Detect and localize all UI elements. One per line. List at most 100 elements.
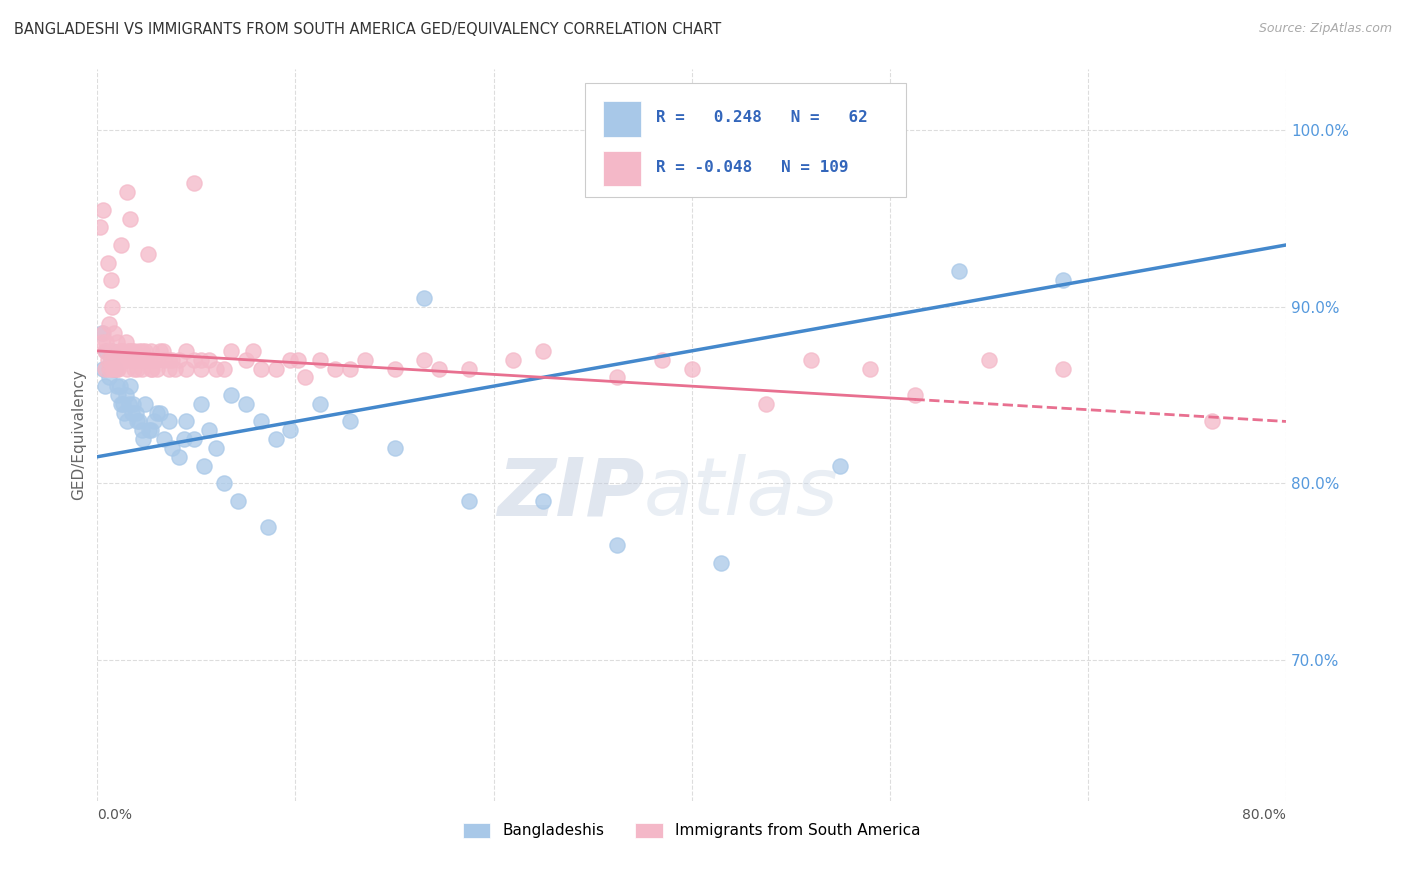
Point bbox=[111, 397, 134, 411]
Text: BANGLADESHI VS IMMIGRANTS FROM SOUTH AMERICA GED/EQUIVALENCY CORRELATION CHART: BANGLADESHI VS IMMIGRANTS FROM SOUTH AME… bbox=[14, 22, 721, 37]
Point bbox=[110, 352, 132, 367]
Point bbox=[413, 352, 436, 367]
Point bbox=[135, 352, 157, 367]
Point bbox=[149, 343, 172, 358]
Point bbox=[91, 361, 114, 376]
Point bbox=[294, 370, 316, 384]
Point bbox=[948, 264, 970, 278]
Point bbox=[134, 343, 156, 358]
Point bbox=[117, 397, 139, 411]
Point bbox=[190, 352, 212, 367]
Point bbox=[176, 343, 198, 358]
Point bbox=[100, 352, 122, 367]
Point bbox=[249, 414, 271, 428]
Point bbox=[127, 361, 149, 376]
Point bbox=[606, 370, 628, 384]
Point bbox=[280, 352, 302, 367]
Point bbox=[128, 414, 150, 428]
Point bbox=[90, 326, 112, 341]
Point bbox=[107, 361, 129, 376]
Point bbox=[98, 370, 121, 384]
Point bbox=[131, 423, 153, 437]
Text: R = -0.048   N = 109: R = -0.048 N = 109 bbox=[657, 160, 848, 175]
Point bbox=[104, 361, 127, 376]
Point bbox=[167, 450, 190, 464]
Point bbox=[157, 414, 180, 428]
Point bbox=[107, 388, 129, 402]
Point bbox=[287, 352, 309, 367]
Point bbox=[128, 343, 150, 358]
Point bbox=[117, 343, 139, 358]
Point bbox=[112, 352, 135, 367]
Bar bbox=[603, 102, 641, 136]
Point bbox=[127, 352, 149, 367]
Point bbox=[176, 414, 198, 428]
Point bbox=[755, 397, 778, 411]
Point bbox=[173, 432, 195, 446]
Point bbox=[124, 343, 146, 358]
Point bbox=[163, 361, 186, 376]
Point bbox=[121, 343, 143, 358]
Point bbox=[384, 441, 406, 455]
Point bbox=[264, 361, 287, 376]
Point bbox=[977, 352, 1000, 367]
Point bbox=[105, 334, 128, 349]
Point bbox=[139, 423, 162, 437]
Text: Source: ZipAtlas.com: Source: ZipAtlas.com bbox=[1258, 22, 1392, 36]
Point bbox=[183, 352, 205, 367]
Point bbox=[219, 388, 242, 402]
Point bbox=[323, 361, 346, 376]
Point bbox=[160, 441, 183, 455]
Point bbox=[138, 352, 160, 367]
Point bbox=[1201, 414, 1223, 428]
Point bbox=[176, 361, 198, 376]
Point bbox=[710, 556, 733, 570]
Point bbox=[89, 220, 111, 235]
Text: ZIP: ZIP bbox=[496, 454, 644, 533]
Point bbox=[197, 423, 219, 437]
Point bbox=[141, 361, 163, 376]
Point bbox=[153, 432, 176, 446]
Y-axis label: GED/Equivalency: GED/Equivalency bbox=[72, 369, 86, 500]
Point bbox=[138, 423, 160, 437]
Point bbox=[139, 361, 162, 376]
Point bbox=[110, 397, 132, 411]
Point bbox=[183, 176, 205, 190]
Point bbox=[98, 318, 121, 332]
Point bbox=[94, 343, 117, 358]
Point bbox=[96, 334, 118, 349]
Point bbox=[157, 361, 180, 376]
Point bbox=[157, 352, 180, 367]
Point bbox=[903, 388, 925, 402]
Point bbox=[129, 352, 152, 367]
Point bbox=[249, 361, 271, 376]
Point bbox=[103, 326, 125, 341]
Point bbox=[105, 361, 128, 376]
Point bbox=[105, 379, 128, 393]
Point bbox=[1052, 361, 1074, 376]
Point bbox=[146, 361, 169, 376]
Point bbox=[111, 343, 134, 358]
Point bbox=[91, 202, 114, 217]
Point bbox=[212, 361, 235, 376]
Point bbox=[606, 538, 628, 552]
Point bbox=[339, 414, 361, 428]
Point bbox=[114, 334, 136, 349]
Point bbox=[146, 406, 169, 420]
Point bbox=[457, 361, 479, 376]
Point bbox=[96, 343, 118, 358]
Point bbox=[134, 397, 156, 411]
Point bbox=[103, 361, 125, 376]
Point bbox=[859, 361, 882, 376]
Point bbox=[136, 247, 159, 261]
Point bbox=[142, 414, 165, 428]
Point bbox=[94, 361, 117, 376]
Point bbox=[427, 361, 450, 376]
Point bbox=[531, 343, 554, 358]
Point bbox=[108, 379, 131, 393]
Point bbox=[193, 458, 215, 473]
Point bbox=[205, 361, 228, 376]
Text: R =   0.248   N =   62: R = 0.248 N = 62 bbox=[657, 110, 868, 125]
Point bbox=[264, 432, 287, 446]
FancyBboxPatch shape bbox=[585, 83, 905, 196]
